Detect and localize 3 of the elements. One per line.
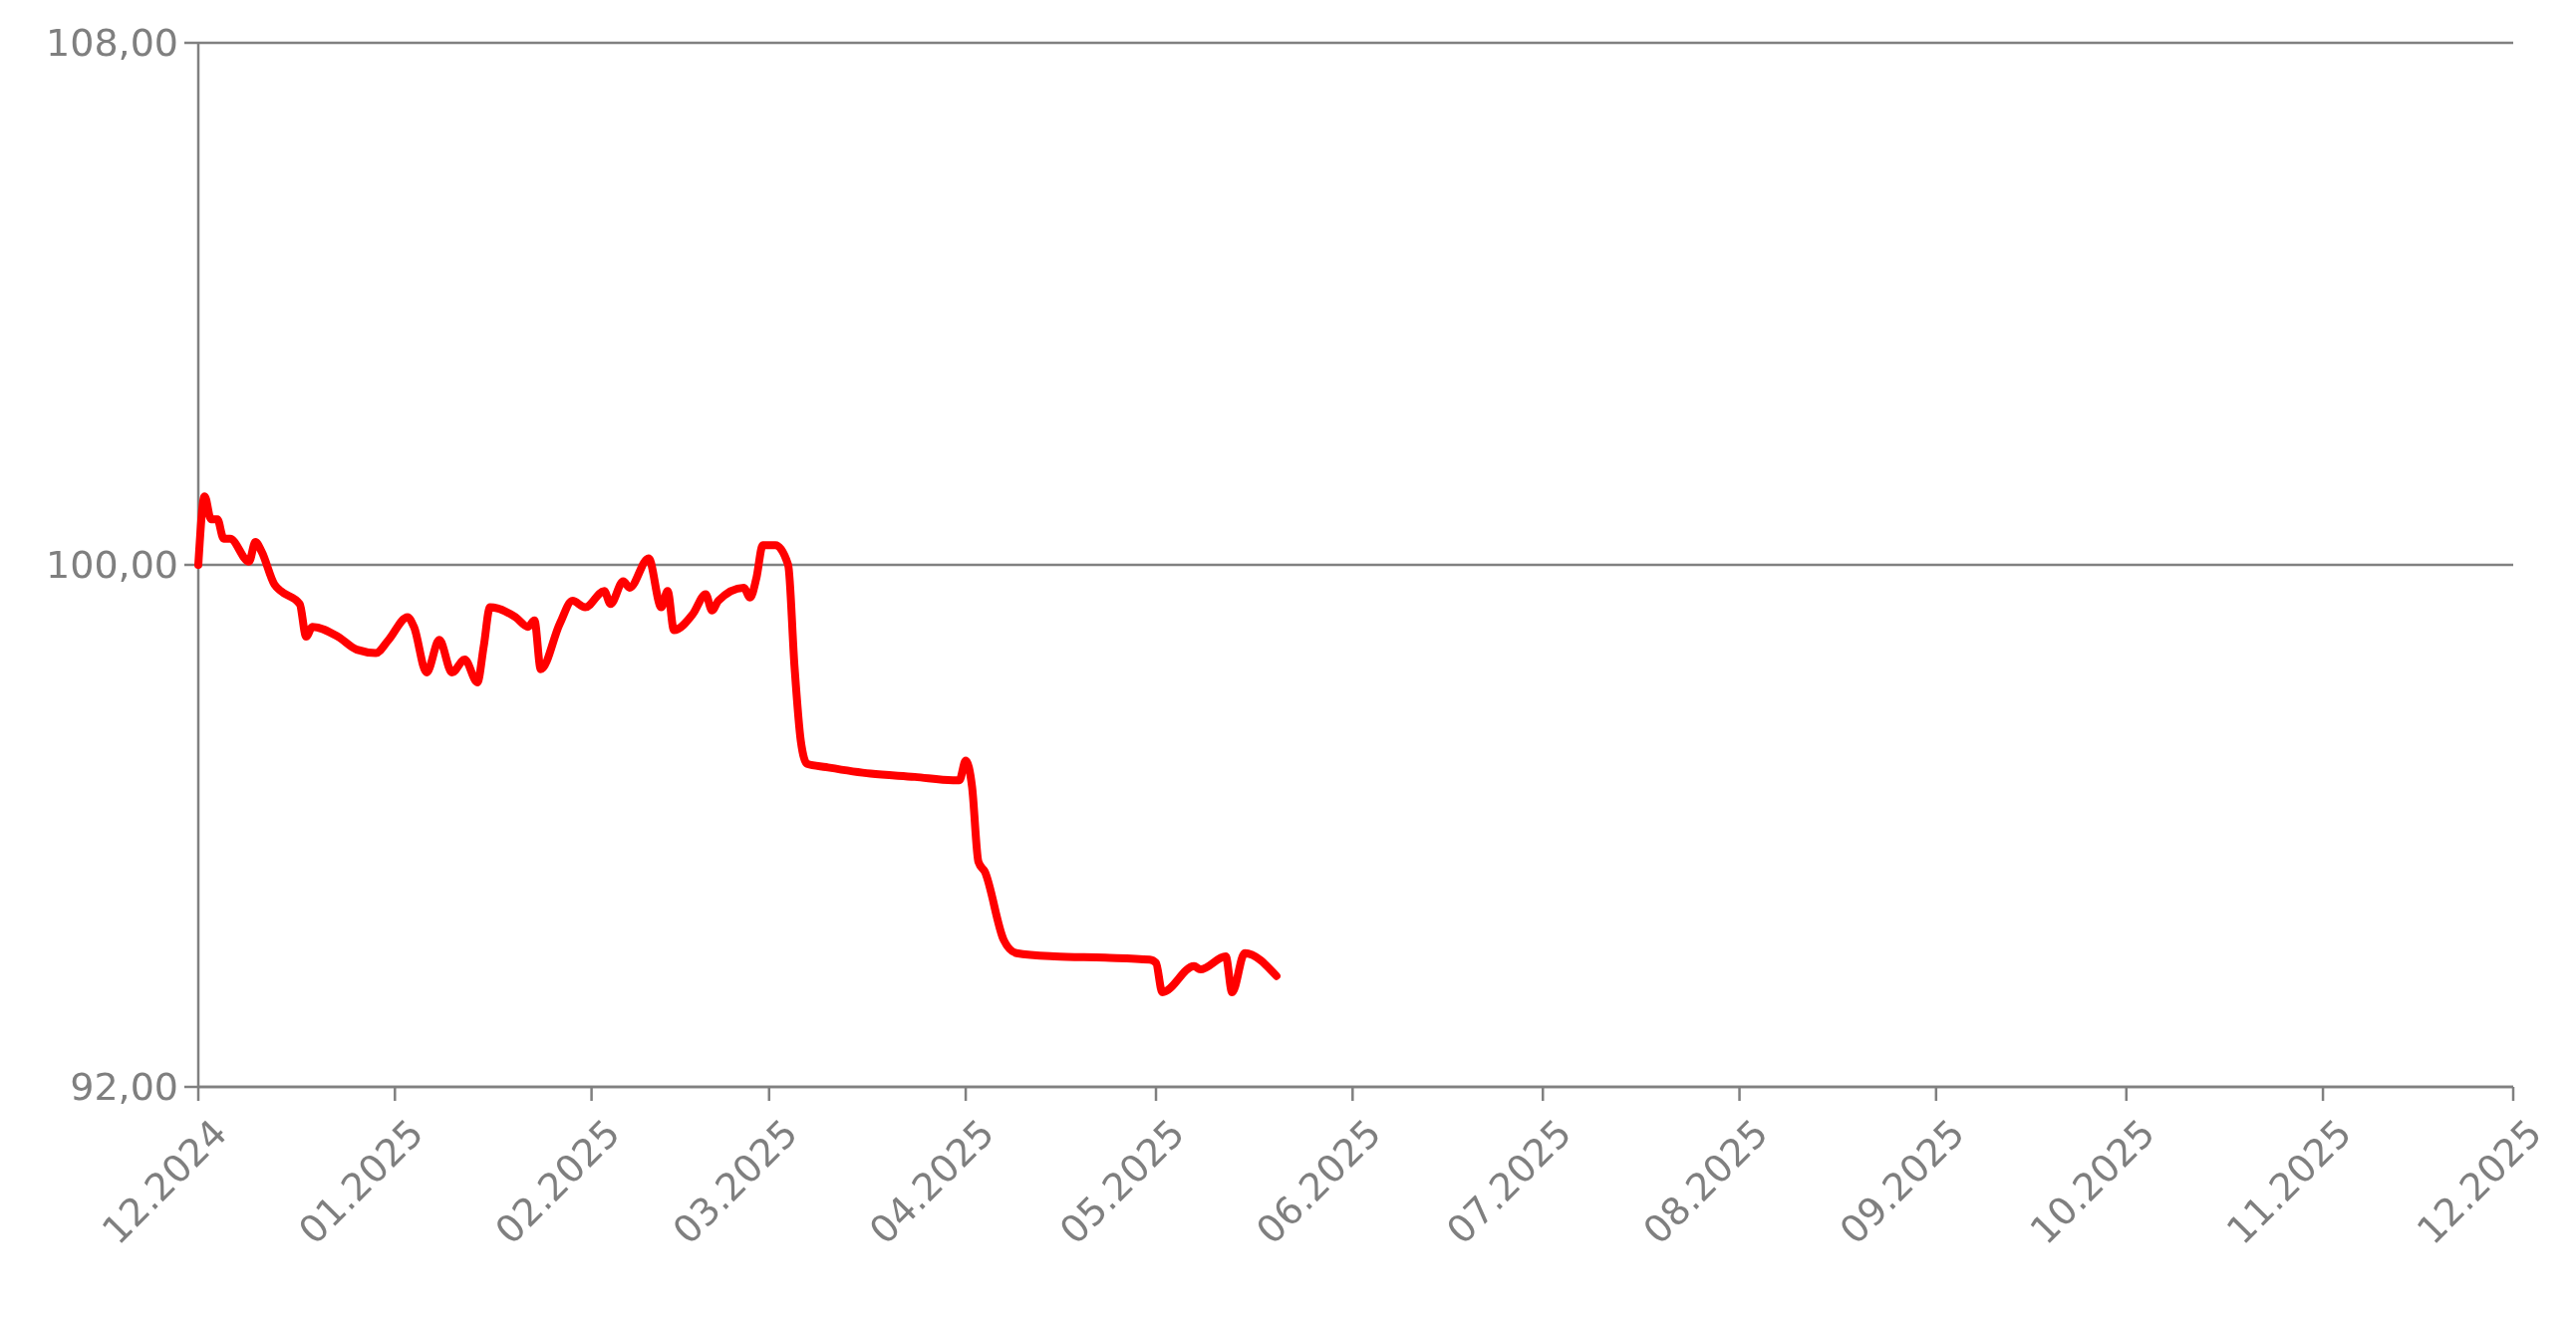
y-tick-label: 92,00: [70, 1065, 178, 1110]
y-tick-label: 108,00: [46, 21, 178, 66]
y-tick-label: 100,00: [46, 543, 178, 588]
